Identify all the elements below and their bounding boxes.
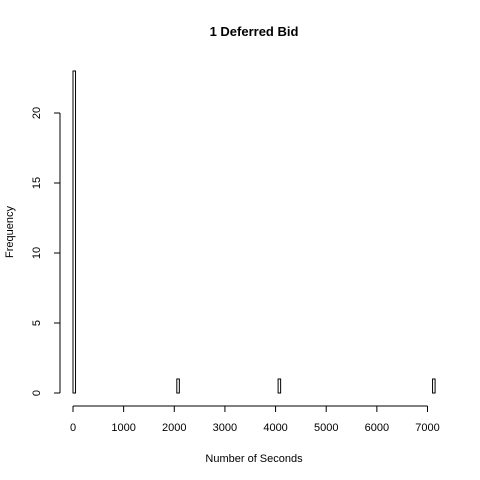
- histogram-bar-1: [176, 378, 180, 394]
- histogram-bar-2: [277, 378, 282, 394]
- x-tick-label-4: 4000: [263, 422, 287, 434]
- y-tick-label-4: 20: [31, 107, 43, 119]
- y-tick-label-0: 0: [31, 390, 43, 396]
- y-tick-label-2: 10: [31, 247, 43, 259]
- y-axis: 0 5 10 15 20: [31, 107, 61, 396]
- y-tick-label-3: 15: [31, 177, 43, 189]
- x-axis-label: Number of Seconds: [205, 453, 303, 465]
- chart-title: 1 Deferred Bid: [210, 24, 299, 39]
- x-tick-label-3: 3000: [213, 422, 237, 434]
- x-tick-label-6: 6000: [365, 422, 389, 434]
- x-axis: 0 1000 2000 3000 4000 5000 6000 7000: [70, 405, 440, 434]
- bars-group: [72, 70, 436, 394]
- histogram-bar-0: [72, 70, 77, 394]
- x-tick-label-7: 7000: [415, 422, 439, 434]
- x-tick-label-1: 1000: [111, 422, 135, 434]
- x-tick-label-2: 2000: [162, 422, 186, 434]
- y-axis-label: Frequency: [4, 206, 16, 258]
- histogram-bar-3: [432, 378, 436, 394]
- x-tick-label-5: 5000: [314, 422, 338, 434]
- x-tick-label-0: 0: [70, 422, 76, 434]
- y-tick-label-1: 5: [31, 320, 43, 326]
